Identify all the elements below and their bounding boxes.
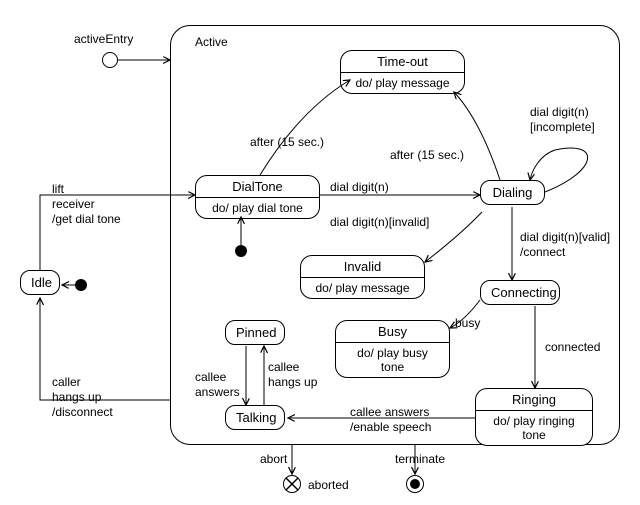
label-callee-answers: callee answers [195, 370, 240, 400]
label-dial-invalid: dial digit(n)[invalid] [330, 215, 429, 230]
state-busy-do: do/ play busy tone [336, 343, 449, 377]
entry-point-label: activeEntry [74, 32, 133, 47]
final-state-icon [406, 475, 424, 493]
label-caller-hangs-up: caller hangs up /disconnect [52, 375, 113, 420]
state-invalid-do: do/ play message [301, 278, 424, 298]
label-callee-enable: callee answers /enable speech [350, 405, 431, 435]
aborted-icon [283, 475, 301, 493]
state-timeout-do: do/ play message [341, 73, 464, 93]
state-dialing: Dialing [480, 180, 545, 205]
label-abort: abort [260, 452, 287, 467]
state-connecting-name: Connecting [491, 285, 557, 300]
state-idle: Idle [20, 270, 60, 295]
state-dialtone: DialTone do/ play dial tone [195, 175, 320, 219]
entry-point-icon [102, 52, 118, 68]
state-talking-name: Talking [236, 410, 276, 425]
label-busy: busy [455, 316, 480, 331]
state-connecting: Connecting [480, 280, 560, 305]
label-dial-digit: dial digit(n) [330, 180, 389, 195]
state-talking: Talking [225, 405, 285, 430]
label-lift-receiver: lift receiver /get dial tone [52, 182, 121, 227]
state-ringing-name: Ringing [476, 389, 592, 411]
state-dialtone-do: do/ play dial tone [196, 198, 319, 218]
state-dialtone-name: DialTone [196, 176, 319, 198]
label-dial-valid: dial digit(n)[valid] /connect [520, 230, 610, 260]
state-ringing-do: do/ play ringing tone [476, 411, 592, 445]
initial-outer-icon [75, 279, 87, 291]
aborted-label: aborted [308, 478, 349, 493]
state-dialing-name: Dialing [493, 185, 533, 200]
state-ringing: Ringing do/ play ringing tone [475, 388, 593, 446]
active-label: Active [195, 35, 228, 50]
state-pinned: Pinned [225, 320, 285, 345]
state-busy: Busy do/ play busy tone [335, 320, 450, 378]
state-busy-name: Busy [336, 321, 449, 343]
state-timeout: Time-out do/ play message [340, 50, 465, 94]
state-idle-name: Idle [31, 275, 52, 290]
initial-inner-icon [235, 245, 247, 257]
state-invalid-name: Invalid [301, 256, 424, 278]
state-pinned-name: Pinned [236, 325, 276, 340]
label-terminate: terminate [395, 452, 445, 467]
label-after15-a: after (15 sec.) [250, 135, 324, 150]
state-invalid: Invalid do/ play message [300, 255, 425, 299]
label-connected: connected [545, 340, 600, 355]
state-timeout-name: Time-out [341, 51, 464, 73]
label-after15-b: after (15 sec.) [390, 148, 464, 163]
label-dial-incomplete: dial digit(n) [incomplete] [530, 105, 595, 135]
label-callee-hangs-up: callee hangs up [268, 360, 317, 390]
